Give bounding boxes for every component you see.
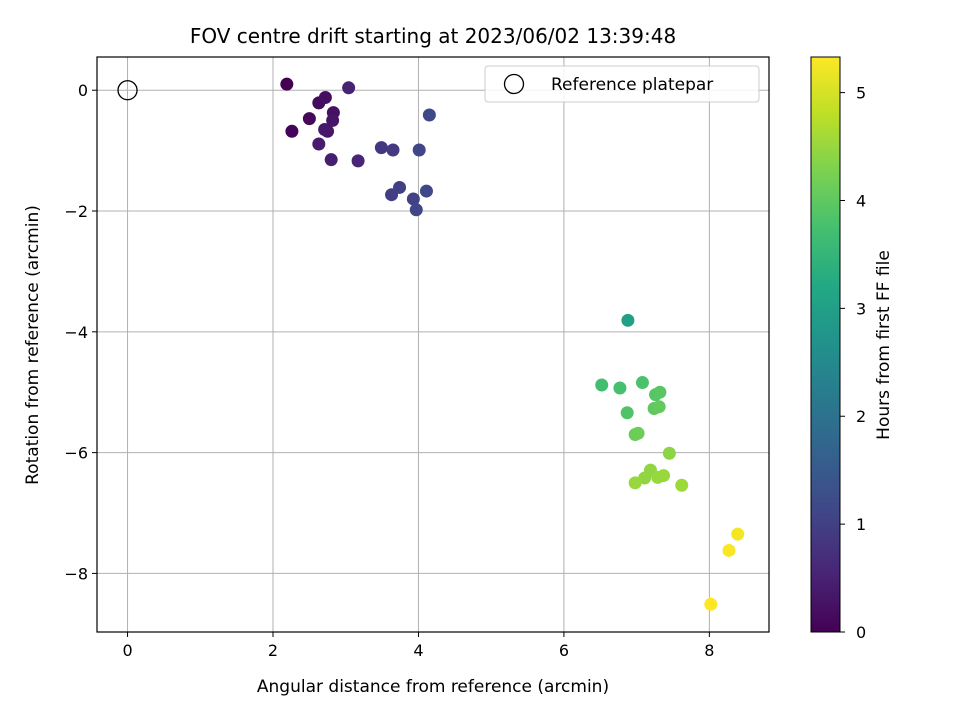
scatter-point [722, 543, 736, 557]
colorbar-tick-label: 0 [856, 623, 866, 642]
scatter-point [318, 90, 332, 104]
x-tick-label: 8 [704, 641, 714, 660]
scatter-point [628, 476, 642, 490]
scatter-point [342, 81, 356, 95]
x-tick-label: 4 [413, 641, 423, 660]
colorbar-gradient [810, 56, 841, 633]
scatter-point [595, 378, 609, 392]
colorbar-tick-label: 4 [856, 191, 866, 210]
scatter-point [675, 478, 689, 492]
colorbar-ticks: 0 1 2 3 4 5 [840, 84, 866, 642]
scatter-point [635, 376, 649, 390]
scatter-point [704, 597, 718, 611]
colorbar-tick-label: 2 [856, 407, 866, 426]
scatter-point [351, 154, 365, 168]
x-tick-label: 2 [268, 641, 278, 660]
scatter-point [374, 141, 388, 155]
scatter-point [657, 469, 671, 483]
scatter-point [620, 406, 634, 420]
reference-marker-group [117, 80, 138, 101]
colorbar-tick-label: 1 [856, 515, 866, 534]
scatter-points [280, 77, 745, 611]
legend: Reference platepar [484, 65, 760, 103]
x-tick-label: 6 [559, 641, 569, 660]
scatter-point [653, 385, 667, 399]
y-tick-label: −4 [64, 323, 88, 342]
colorbar-label: Hours from first FF file [874, 250, 894, 440]
scatter-point [731, 527, 745, 541]
scatter-point [280, 77, 294, 91]
legend-box [484, 65, 760, 103]
scatter-point [386, 143, 400, 157]
scatter-point [422, 108, 436, 122]
colorbar-tick-label: 3 [856, 299, 866, 318]
scatter-point [419, 184, 433, 198]
legend-marker [503, 73, 525, 95]
scatter-point [662, 446, 676, 460]
y-tick-label: −2 [64, 202, 88, 221]
legend-label: Reference platepar [551, 75, 713, 95]
scatter-point [302, 112, 316, 126]
colorbar-tick-label: 5 [856, 84, 866, 103]
scatter-point [613, 381, 627, 395]
scatter-point [406, 192, 420, 206]
plot-frame [96, 56, 770, 633]
scatter-point [393, 180, 407, 194]
scatter-point [285, 124, 299, 138]
x-tick-label: 0 [122, 641, 132, 660]
scatter-point [412, 143, 426, 157]
scatter-point [321, 124, 335, 138]
reference-platepar-marker [117, 80, 138, 101]
scatter-point [409, 203, 423, 217]
y-tick-label: −6 [64, 444, 88, 463]
y-tick-label: −8 [64, 564, 88, 583]
grid-lines [97, 57, 769, 632]
scatter-point [326, 113, 340, 127]
scatter-point [312, 137, 326, 151]
y-tick-label: 0 [78, 81, 88, 100]
y-axis-label: Rotation from reference (arcmin) [23, 205, 43, 485]
scatter-point [652, 400, 666, 414]
chart-title: FOV centre drift starting at 2023/06/02 … [190, 24, 676, 48]
scatter-point [324, 153, 338, 167]
y-axis-ticks: 0 −2 −4 −6 −8 [64, 81, 97, 583]
x-axis-ticks: 0 2 4 6 8 [122, 632, 714, 660]
scatter-point [631, 426, 645, 440]
scatter-point [621, 313, 635, 327]
x-axis-label: Angular distance from reference (arcmin) [257, 677, 609, 697]
colorbar: 0 1 2 3 4 5 Hours from first FF file [810, 56, 894, 642]
